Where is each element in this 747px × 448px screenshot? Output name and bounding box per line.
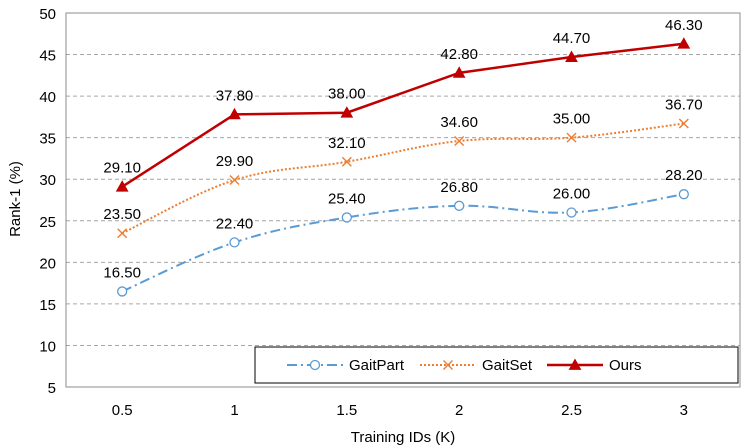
- y-tick-labels: 5 10 15 20 25 30 35 40 45 50: [39, 6, 56, 397]
- legend-label: GaitPart: [349, 357, 405, 374]
- marker-circle: [454, 200, 465, 211]
- y-tick-label: 20: [39, 255, 56, 272]
- legend-label: GaitSet: [482, 357, 533, 374]
- marker-triangle: [565, 50, 578, 62]
- data-label: 34.60: [440, 114, 478, 131]
- marker-circle: [309, 359, 321, 371]
- y-tick-label: 10: [39, 338, 56, 355]
- x-tick-label: 3: [680, 402, 688, 419]
- data-label: 26.00: [553, 185, 591, 202]
- data-label: 36.70: [665, 97, 703, 114]
- marker-x: [117, 228, 128, 239]
- data-label: 38.00: [328, 86, 366, 103]
- axes: [65, 12, 741, 388]
- marker-circle: [117, 286, 128, 297]
- x-tick-label: 1: [230, 402, 238, 419]
- data-label: 46.30: [665, 17, 703, 34]
- y-tick-label: 35: [39, 131, 56, 148]
- data-label: 23.50: [103, 206, 141, 223]
- marker-x: [229, 175, 240, 186]
- gridlines: [66, 54, 740, 346]
- data-label: 44.70: [553, 30, 591, 47]
- marker-triangle: [452, 66, 466, 78]
- data-label: 25.40: [328, 190, 366, 207]
- data-label: 29.10: [103, 160, 141, 177]
- marker-triangle: [228, 107, 241, 120]
- marker-x: [678, 118, 689, 129]
- x-tick-labels: 0.5 1 1.5 2 2.5 3: [112, 402, 688, 419]
- legend: GaitPart GaitSet Ours: [254, 346, 739, 384]
- data-label: 26.80: [440, 179, 478, 196]
- marker-x: [341, 156, 352, 167]
- x-axis-title: Training IDs (K): [351, 429, 455, 446]
- series-line-gaitset: [121, 122, 684, 235]
- x-tick-label: 0.5: [112, 402, 133, 419]
- x-tick-label: 1.5: [336, 402, 357, 419]
- marker-x: [443, 360, 453, 370]
- y-tick-label: 40: [39, 89, 56, 106]
- data-label: 16.50: [103, 264, 141, 281]
- marker-circle: [341, 212, 352, 223]
- y-tick-label: 30: [39, 172, 56, 189]
- x-tick-label: 2: [455, 402, 463, 419]
- y-tick-label: 50: [39, 6, 56, 23]
- marker-triangle: [340, 106, 354, 118]
- data-label: 37.80: [216, 87, 254, 104]
- data-label: 35.00: [553, 111, 591, 128]
- plot-area-border: [65, 12, 741, 388]
- marker-triangle: [677, 37, 691, 49]
- data-label: 22.40: [216, 215, 254, 232]
- y-tick-label: 5: [48, 380, 56, 397]
- marker-circle: [229, 237, 240, 248]
- marker-circle: [566, 207, 577, 218]
- marker-x: [566, 132, 577, 143]
- data-label: 28.20: [665, 167, 703, 184]
- marker-circle: [678, 189, 689, 200]
- series-group: [115, 37, 691, 297]
- y-tick-label: 25: [39, 214, 56, 231]
- legend-label: Ours: [609, 357, 642, 374]
- y-tick-label: 15: [39, 297, 56, 314]
- data-label: 32.10: [328, 135, 366, 152]
- data-label: 42.80: [440, 46, 478, 63]
- marker-triangle: [115, 180, 129, 192]
- marker-x: [454, 135, 465, 146]
- y-tick-label: 45: [39, 48, 56, 65]
- data-label: 29.90: [216, 153, 254, 170]
- data-labels-group: 16.50 22.40 25.40 26.80 26.00 28.20 23.50 29.90…: [103, 17, 702, 282]
- x-tick-label: 2.5: [561, 402, 582, 419]
- marker-triangle: [568, 358, 582, 370]
- series-line-gaitpart: [121, 193, 684, 293]
- y-axis-title: Rank-1 (%): [7, 161, 24, 237]
- series-line-ours: [121, 42, 684, 188]
